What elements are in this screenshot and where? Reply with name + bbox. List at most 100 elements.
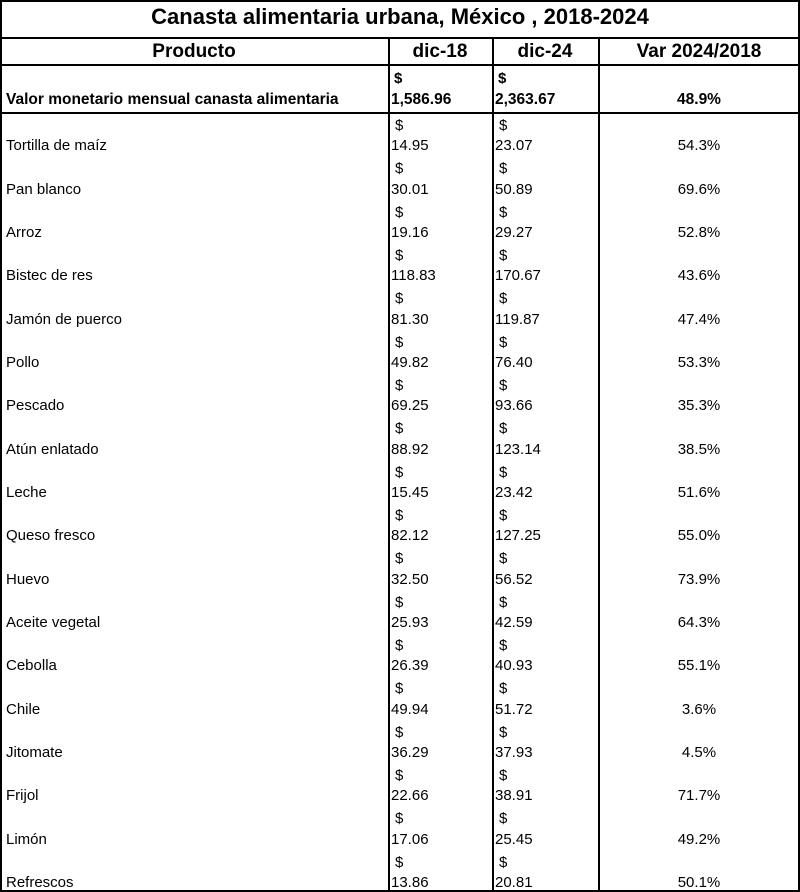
change: 49.2% — [677, 830, 721, 848]
change: 51.6% — [677, 484, 721, 501]
currency: $ — [499, 680, 508, 698]
currency: $ — [499, 377, 508, 394]
price: 49.82 — [391, 354, 429, 371]
column-header: Producto — [152, 41, 236, 62]
product: Cebolla — [6, 657, 57, 675]
price: 123.14 — [495, 440, 541, 458]
price: 25.45 — [495, 830, 533, 848]
price: 50.89 — [495, 180, 533, 198]
currency: $ — [395, 377, 404, 394]
currency: $ — [395, 723, 404, 741]
currency: $ — [395, 810, 404, 828]
product: Pollo — [6, 354, 40, 371]
currency: $ — [395, 463, 404, 481]
change: 43.6% — [677, 267, 721, 285]
border — [0, 64, 800, 66]
product: Aceite vegetal — [6, 614, 101, 631]
price: 14.95 — [391, 137, 429, 155]
currency: $ — [395, 593, 404, 611]
currency: $ — [499, 637, 508, 654]
price: 76.40 — [495, 354, 533, 371]
summary-label: Valor monetario mensual canasta alimenta… — [6, 91, 339, 108]
price: 26.39 — [391, 657, 429, 675]
change: 69.6% — [677, 180, 721, 198]
currency: $ — [499, 203, 508, 221]
product: Chile — [6, 700, 41, 718]
product: Leche — [6, 484, 47, 501]
change: 47.4% — [677, 310, 721, 328]
price: 81.30 — [391, 310, 429, 328]
price: 23.42 — [495, 484, 533, 501]
change: 52.8% — [677, 224, 721, 241]
price: 36.29 — [391, 744, 429, 761]
product: Atún enlatado — [6, 440, 99, 458]
summary-value: 2,363.67 — [495, 91, 556, 108]
change: 71.7% — [677, 787, 721, 805]
currency: $ — [395, 290, 404, 308]
border — [0, 112, 800, 114]
price: 93.66 — [495, 397, 533, 415]
product: Pescado — [6, 397, 65, 415]
product: Queso fresco — [6, 527, 96, 545]
currency: $ — [395, 247, 404, 264]
currency: $ — [499, 550, 508, 568]
price: 170.67 — [495, 267, 541, 285]
price: 19.16 — [391, 224, 429, 241]
price: 127.25 — [495, 527, 541, 545]
change: 73.9% — [677, 570, 721, 588]
currency: $ — [395, 160, 404, 178]
summary-value: 1,586.96 — [391, 91, 452, 108]
currency: $ — [499, 160, 508, 178]
column-header: dic-24 — [517, 41, 573, 62]
change: 55.1% — [677, 657, 721, 675]
currency: $ — [499, 333, 508, 351]
currency: $ — [498, 70, 507, 87]
currency: $ — [395, 853, 404, 871]
change: 54.3% — [677, 137, 721, 155]
border — [598, 37, 600, 892]
change: 38.5% — [677, 440, 721, 458]
price: 25.93 — [391, 614, 429, 631]
currency: $ — [499, 507, 508, 524]
price: 119.87 — [495, 310, 540, 328]
currency: $ — [395, 637, 404, 654]
price: 13.86 — [391, 874, 429, 891]
currency: $ — [395, 420, 404, 438]
price: 15.45 — [391, 484, 429, 501]
price: 38.91 — [495, 787, 533, 805]
border — [798, 0, 800, 892]
currency: $ — [395, 550, 404, 568]
price: 23.07 — [495, 137, 533, 155]
currency: $ — [499, 420, 508, 438]
column-header: dic-18 — [412, 41, 468, 62]
border — [0, 0, 800, 2]
product: Arroz — [6, 224, 42, 241]
product: Jamón de puerco — [6, 310, 122, 328]
change: 35.3% — [677, 397, 721, 415]
change: 53.3% — [677, 354, 721, 371]
product: Pan blanco — [6, 180, 82, 198]
product: Huevo — [6, 570, 50, 588]
change: 64.3% — [677, 614, 721, 631]
currency: $ — [499, 290, 508, 308]
currency: $ — [395, 117, 404, 134]
border — [492, 37, 494, 892]
product: Tortilla de maíz — [6, 137, 107, 155]
price: 69.25 — [391, 397, 429, 415]
currency: $ — [499, 463, 508, 481]
currency: $ — [499, 810, 508, 828]
product: Bistec de res — [6, 267, 93, 285]
change: 3.6% — [681, 700, 717, 718]
product: Jitomate — [6, 744, 63, 761]
currency: $ — [395, 203, 404, 221]
currency: $ — [394, 70, 403, 87]
price: 88.92 — [391, 440, 429, 458]
price: 30.01 — [391, 180, 429, 198]
change: 4.5% — [681, 744, 717, 761]
column-header: Var 2024/2018 — [636, 41, 762, 62]
price: 32.50 — [391, 570, 429, 588]
product: Frijol — [6, 787, 39, 805]
change: 50.1% — [677, 874, 721, 891]
currency: $ — [395, 507, 404, 524]
